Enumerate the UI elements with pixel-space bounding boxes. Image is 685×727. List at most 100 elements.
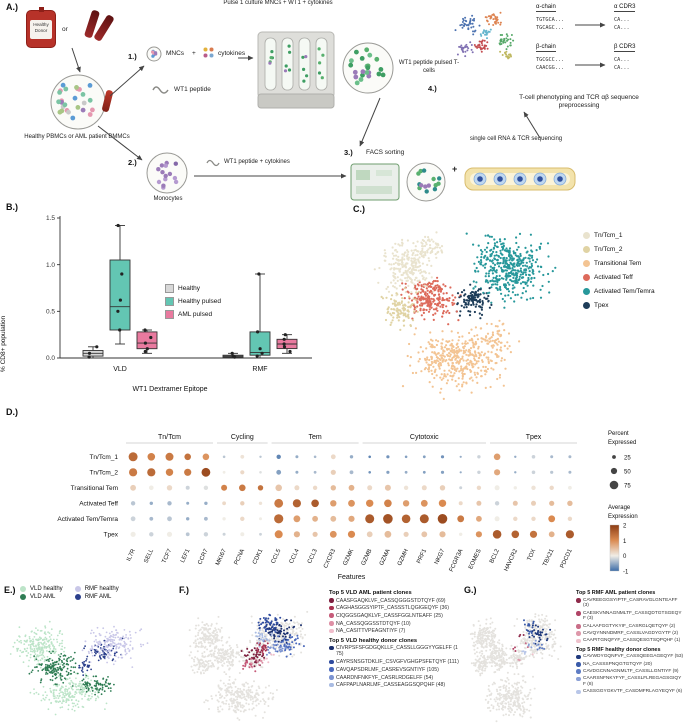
clone-dot — [329, 682, 334, 688]
svg-text:TOX: TOX — [527, 548, 538, 562]
svg-text:Tpex: Tpex — [104, 531, 119, 538]
clone-legend-item: NA_CASITTVPEAGNTIYF (7) — [329, 628, 459, 634]
panel-a-workflow: A.) Healthy Donor or Healthy PBMCs or AM… — [0, 0, 685, 205]
c-umap-canvas — [373, 231, 557, 400]
clone-legend-item: CAVREEGGSYIPTF_CASRAVGLGNTEAFF (3) — [576, 598, 684, 610]
panel-e-label: E.) — [4, 585, 16, 595]
beta-chain-header: β-chain — [536, 44, 556, 52]
legend-label: VLD healthy — [30, 586, 63, 592]
clone-label: CAGHASGGSYIPTF_CASSSTLQGIGEQYF (36) — [336, 605, 449, 612]
clone-legend-item: NA_CASSQGGSSTDTQYF (10) — [329, 621, 459, 627]
svg-text:0: 0 — [623, 554, 627, 560]
wt1-peptide-text: WT1 peptide — [174, 86, 211, 93]
svg-text:BCL2: BCL2 — [489, 548, 501, 565]
clone-label: CAESKVNNAGNMLTF_CASSQDTGTSGEQYF (3) — [583, 610, 682, 622]
b-boxplot-canvas: 0.0 0.5 1.0 1.5 VLD RMF — [46, 215, 312, 373]
e-umap-canvas — [9, 620, 149, 716]
svg-text:EOMES: EOMES — [468, 548, 483, 570]
svg-text:0.0: 0.0 — [46, 355, 55, 362]
svg-text:Features: Features — [338, 574, 366, 581]
svg-text:Tn/Tcm_1: Tn/Tcm_1 — [89, 454, 118, 461]
clone-legend-item: CAVQAPSDRLMF_CASREVSGNTIYF (105) — [329, 667, 459, 673]
clone-legend-item: CALAAFGGTYKYIF_CASRGLQETQYF (2) — [576, 624, 684, 630]
peptide-squiggle-icon — [152, 86, 169, 94]
svg-text:GZMK: GZMK — [343, 548, 356, 566]
legend-label: Healthy pulsed — [178, 298, 221, 305]
cytokines-text: cytokines — [218, 50, 246, 57]
pbmc-caption: Healthy PBMCs or AML patient BMMCs — [24, 134, 130, 140]
plus-text-1: + — [192, 50, 196, 57]
panel-c-label: C.) — [353, 204, 365, 214]
svg-text:PRF1: PRF1 — [416, 548, 428, 565]
clone-legend-item: CAASFGAQKLVF_CASSQGGGSTDTQYF (69) — [329, 598, 459, 604]
clone-label: CASSGGYGKVTF_CASDMFRLAGYEQYF (6) — [583, 689, 683, 694]
alpha-cdr3-seq-2: CA... — [614, 25, 630, 31]
beta-cdr3-header: β CDR3 — [614, 44, 636, 52]
svg-text:Average: Average — [608, 505, 631, 511]
clone-dot — [576, 631, 581, 636]
clone-legend-item: CAVQYNNNDMRF_CASSLVAGDYGYTF (2) — [576, 631, 684, 637]
svg-text:FCGR3A: FCGR3A — [449, 548, 465, 573]
panel-g-umap-rmf-clones: G.) Top 5 RMF AML patient clones CAVREEGG… — [460, 583, 685, 727]
clone-dot — [576, 638, 581, 643]
f-clone-legend: Top 5 VLD AML patient clones CAASFGAQKLVF… — [329, 587, 459, 690]
or-text: or — [62, 26, 68, 33]
clone-dot — [576, 662, 581, 667]
step3-number: 3.) — [344, 148, 353, 157]
culture-rack-icon — [257, 31, 335, 109]
single-cell-caption: single cell RNA & TCR sequencing — [469, 136, 563, 142]
blood-bag-label: Healthy Donor — [30, 20, 52, 39]
clone-dot — [576, 669, 581, 674]
svg-text:CCL4: CCL4 — [289, 548, 301, 565]
svg-text:NKG7: NKG7 — [434, 548, 447, 566]
facs-label: FACS sorting — [366, 149, 405, 156]
svg-text:1.0: 1.0 — [46, 262, 55, 269]
legend-item: VLD healthy — [20, 586, 63, 592]
monocytes-circle-icon — [146, 152, 188, 194]
clone-label: CAYRSNSGTDKLIF_CSVGFVGHGPSFETQYF (111) — [336, 659, 459, 666]
svg-text:CXCR3: CXCR3 — [323, 548, 337, 570]
b-legend: Healthy Healthy pulsed AML pulsed — [165, 284, 221, 319]
legend-label: Activated Tem/Temra — [594, 288, 655, 295]
panel-f-umap-vld-clones: F.) Top 5 VLD AML patient clones CAASFGAQ… — [175, 583, 460, 727]
b-y-axis-label: % CD8+ population — [0, 315, 7, 372]
clone-legend-item: CAARDNFNKFYF_CASRLRDGELFF (54) — [329, 675, 459, 681]
legend-swatch — [165, 297, 174, 306]
legend-dot — [583, 274, 590, 281]
svg-text:Transitional Tem: Transitional Tem — [71, 485, 118, 492]
clone-label: NA_CASITTVPEAGNTIYF (7) — [336, 628, 406, 635]
mnc-cell-icon — [146, 46, 162, 62]
clone-label: CALAAFGGTYKYIF_CASRGLQETQYF (2) — [583, 623, 676, 629]
svg-text:0.5: 0.5 — [46, 309, 55, 316]
clone-legend-item: CIVRPSFSFGDGQKLLF_CASSLLGGGYYGELFF (175) — [329, 645, 459, 657]
svg-text:75: 75 — [624, 484, 631, 490]
monocytes-caption: Monocytes — [153, 196, 183, 202]
step2-text: WT1 peptide + cytokines — [224, 159, 290, 165]
svg-text:Tn/Tcm_2: Tn/Tcm_2 — [89, 469, 118, 476]
alpha-seq-1: TGTGCA... — [536, 17, 565, 23]
beta-seq-1: TGCGCC... — [536, 57, 565, 63]
legend-label: RMF AML — [84, 594, 112, 600]
clone-dot — [329, 659, 334, 665]
clone-dot — [576, 598, 581, 603]
pbmc-cell-circle-icon — [50, 74, 106, 130]
clone-dot — [576, 654, 581, 660]
clone-label: CIVRPSFSFGDGQKLLF_CASSLLGGGYYGELFF (175) — [336, 645, 458, 658]
pulse-culture-caption: Pulse 1 culture MNCs + WT1 + cytokines — [223, 0, 333, 6]
legend-dot — [20, 586, 26, 592]
panel-b-boxplot: B.) % CD8+ population 0.0 0.5 1.0 1.5 VLD RMF… — [0, 198, 345, 408]
svg-text:MKI67: MKI67 — [215, 548, 228, 567]
alpha-cdr3-seq-1: CA... — [614, 17, 630, 23]
legend-item: Tpex — [583, 302, 655, 309]
svg-text:-1: -1 — [623, 570, 629, 576]
alpha-seq-2: TGCAGC... — [536, 25, 565, 31]
panel-g-label: G.) — [464, 585, 477, 595]
clone-legend-item: CIQGGSGAQKLVF_CASSFGGLNTEAFF (25) — [329, 613, 459, 619]
clone-dot — [576, 611, 581, 616]
clone-dot — [576, 676, 581, 681]
mini-tsne-icon — [454, 11, 515, 60]
pulsed-tcells-circle-icon — [342, 42, 394, 94]
clone-label: NA_CASSQGGSSTDTQYF (10) — [336, 620, 411, 627]
legend-label: VLD AML — [30, 594, 56, 600]
